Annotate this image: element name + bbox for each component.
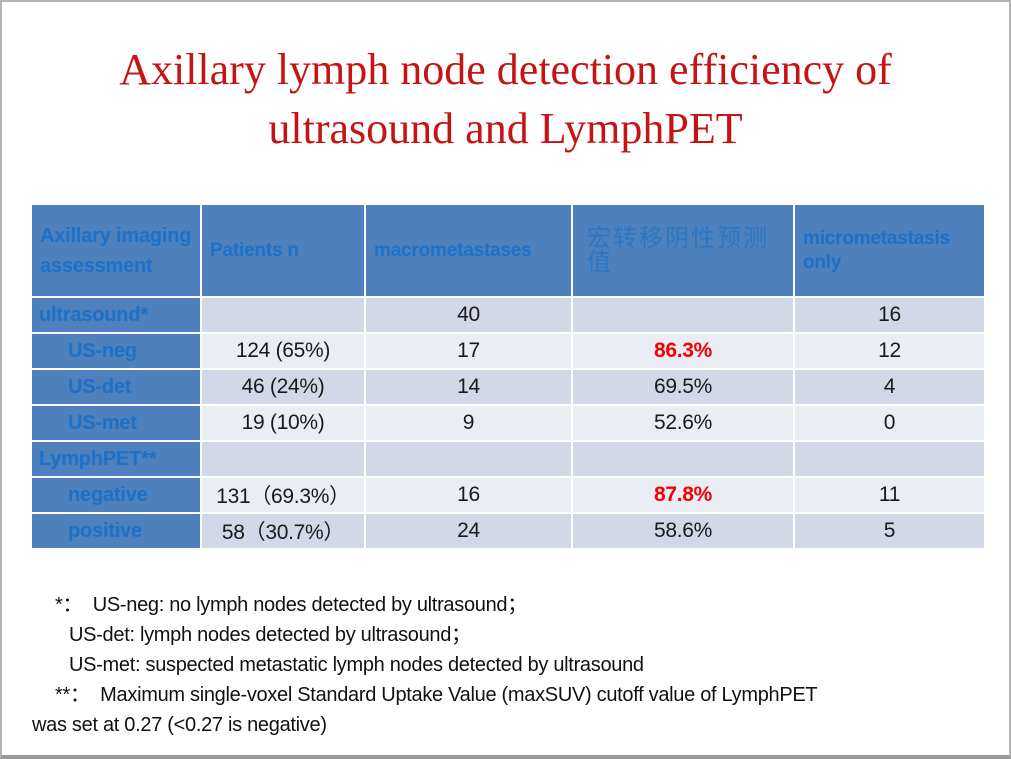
cell-npv: 69.5%	[573, 370, 793, 404]
footnotes: *： US-neg: no lymph nodes detected by ul…	[32, 590, 982, 740]
col-header-patients-n: Patients n	[202, 205, 364, 296]
col-header-macro-npv-chinese: 宏转移阴性预测值	[573, 205, 793, 296]
cell-micrometastasis: 5	[795, 514, 984, 548]
title-line-2: ultrasound and LymphPET	[268, 104, 743, 153]
row-label-positive: positive	[32, 514, 200, 548]
cell-macrometastases	[366, 442, 571, 476]
footnote-line: US-det: lymph nodes detected by ultrasou…	[69, 624, 471, 646]
footnote-line: **： Maximum single-voxel Standard Uptake…	[55, 684, 818, 706]
col-header-micrometastasis-only: micrometastasis only	[795, 205, 984, 296]
footnote-line: US-met: suspected metastatic lymph nodes…	[69, 654, 644, 676]
cell-npv	[573, 298, 793, 332]
cell-patients	[202, 298, 364, 332]
cell-patients	[202, 442, 364, 476]
cell-patients: 124 (65%)	[202, 334, 364, 368]
slide-title: Axillary lymph node detection efficiency…	[2, 40, 1009, 158]
results-table: Axillary imaging assessment Patients n m…	[32, 205, 984, 548]
footnote-line: was set at 0.27 (<0.27 is negative)	[32, 714, 327, 736]
cell-patients: 131（69.3%）	[202, 478, 364, 512]
cell-npv: 58.6%	[573, 514, 793, 548]
cell-macrometastases: 14	[366, 370, 571, 404]
cell-patients: 58（30.7%）	[202, 514, 364, 548]
row-label-us-neg: US-neg	[32, 334, 200, 368]
cell-patients: 19 (10%)	[202, 406, 364, 440]
cell-micrometastasis: 12	[795, 334, 984, 368]
col-header-macrometastases: macrometastases	[366, 205, 571, 296]
cell-patients: 46 (24%)	[202, 370, 364, 404]
cell-npv	[573, 442, 793, 476]
cell-micrometastasis: 4	[795, 370, 984, 404]
title-line-1: Axillary lymph node detection efficiency…	[119, 45, 892, 94]
cell-micrometastasis: 16	[795, 298, 984, 332]
cell-micrometastasis: 11	[795, 478, 984, 512]
row-label-ultrasound: ultrasound*	[32, 298, 200, 332]
row-label-negative: negative	[32, 478, 200, 512]
cell-macrometastases: 17	[366, 334, 571, 368]
footnote-line: *： US-neg: no lymph nodes detected by ul…	[55, 594, 527, 616]
cell-macrometastases: 16	[366, 478, 571, 512]
cell-macrometastases: 9	[366, 406, 571, 440]
row-label-us-met: US-met	[32, 406, 200, 440]
cell-macrometastases: 24	[366, 514, 571, 548]
cell-npv-highlighted: 86.3%	[573, 334, 793, 368]
cell-micrometastasis: 0	[795, 406, 984, 440]
row-label-us-det: US-det	[32, 370, 200, 404]
cell-macrometastases: 40	[366, 298, 571, 332]
cell-npv: 52.6%	[573, 406, 793, 440]
col-header-axillary-imaging-assessment: Axillary imaging assessment	[32, 205, 200, 296]
cell-micrometastasis	[795, 442, 984, 476]
row-label-lymphpet: LymphPET**	[32, 442, 200, 476]
cell-npv-highlighted: 87.8%	[573, 478, 793, 512]
